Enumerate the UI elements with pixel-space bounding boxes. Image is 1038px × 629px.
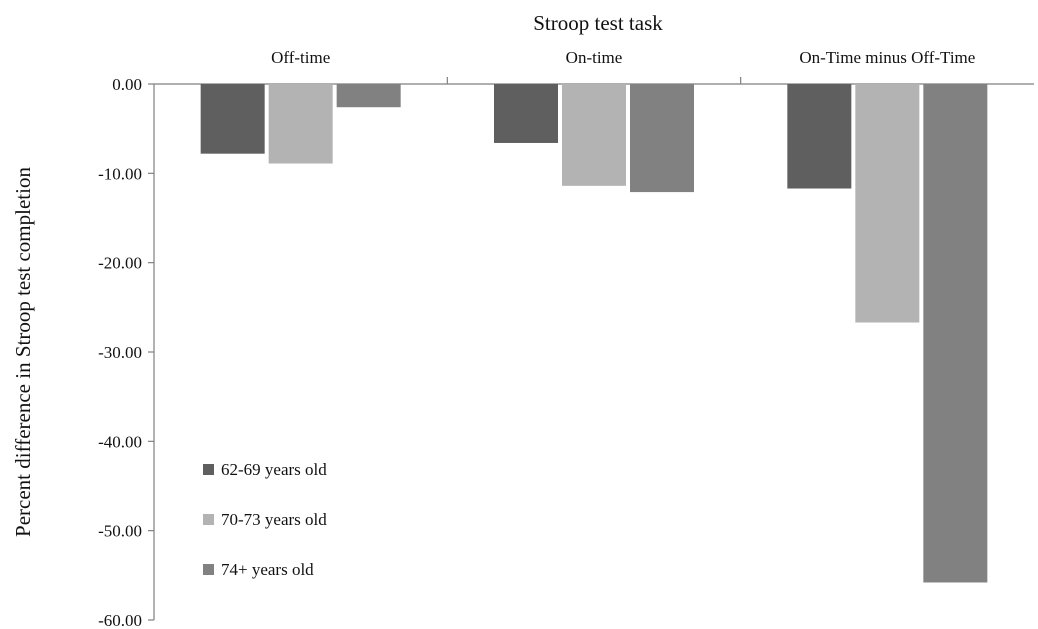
y-tick-label: -40.00 — [98, 432, 142, 451]
category-label: Off-time — [271, 48, 330, 67]
category-label: On-time — [566, 48, 623, 67]
y-tick-labels: 0.00 -10.00 -20.00 -30.00 -40.00 -50.00 -60.00 — [98, 75, 142, 629]
bar — [787, 84, 852, 189]
legend-swatch — [203, 464, 214, 475]
legend: 62-69 years old 70-73 years old 74+ years … — [203, 460, 327, 579]
y-axis-label: Percent difference in Stroop test comple… — [11, 167, 35, 537]
bar — [200, 84, 265, 154]
y-tick-label: -20.00 — [98, 254, 142, 273]
legend-label: 62-69 years old — [221, 460, 327, 479]
bar — [630, 84, 694, 193]
legend-label: 74+ years old — [221, 560, 314, 579]
bar — [494, 84, 558, 143]
y-tick-label: -60.00 — [98, 611, 142, 629]
bar — [923, 84, 988, 583]
category-label: On-Time minus Off-Time — [799, 48, 975, 67]
y-tick-label: -50.00 — [98, 522, 142, 541]
category-labels: Off-time On-time On-Time minus Off-Time — [271, 48, 975, 67]
legend-label: 70-73 years old — [221, 510, 327, 529]
y-tick-label: -30.00 — [98, 343, 142, 362]
bar — [336, 84, 401, 108]
legend-swatch — [203, 514, 214, 525]
legend-swatch — [203, 564, 214, 575]
bar — [562, 84, 626, 186]
chart-title: Stroop test task — [533, 11, 663, 35]
bars — [200, 84, 988, 583]
y-tick-label: 0.00 — [112, 75, 142, 94]
bar — [268, 84, 333, 164]
y-tick-label: -10.00 — [98, 164, 142, 183]
bar — [855, 84, 920, 323]
